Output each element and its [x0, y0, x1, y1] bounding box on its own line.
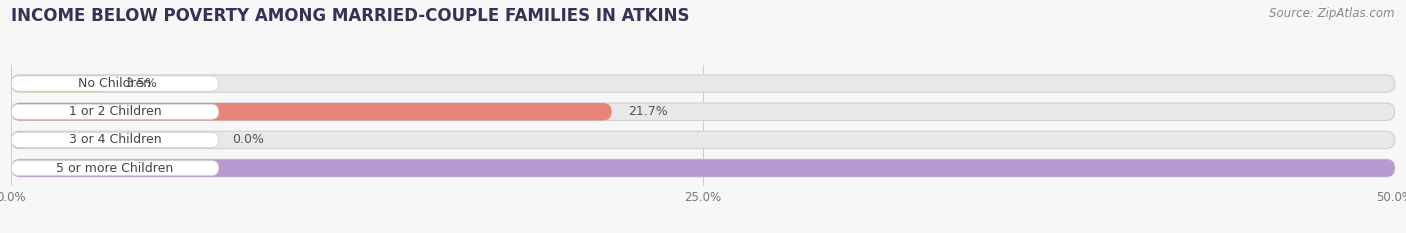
FancyBboxPatch shape: [11, 159, 1395, 177]
FancyBboxPatch shape: [11, 159, 1395, 177]
Text: 0.0%: 0.0%: [232, 134, 264, 146]
FancyBboxPatch shape: [11, 161, 219, 176]
FancyBboxPatch shape: [11, 103, 1395, 120]
Text: INCOME BELOW POVERTY AMONG MARRIED-COUPLE FAMILIES IN ATKINS: INCOME BELOW POVERTY AMONG MARRIED-COUPL…: [11, 7, 690, 25]
Text: 1 or 2 Children: 1 or 2 Children: [69, 105, 162, 118]
FancyBboxPatch shape: [11, 131, 1395, 149]
FancyBboxPatch shape: [11, 75, 1395, 92]
FancyBboxPatch shape: [11, 75, 108, 92]
FancyBboxPatch shape: [11, 76, 219, 91]
Text: Source: ZipAtlas.com: Source: ZipAtlas.com: [1270, 7, 1395, 20]
Text: No Children: No Children: [79, 77, 152, 90]
Text: 21.7%: 21.7%: [628, 105, 668, 118]
Text: 5 or more Children: 5 or more Children: [56, 161, 173, 175]
FancyBboxPatch shape: [11, 132, 219, 147]
FancyBboxPatch shape: [11, 104, 219, 119]
FancyBboxPatch shape: [11, 131, 28, 149]
Text: 3.5%: 3.5%: [125, 77, 156, 90]
Text: 3 or 4 Children: 3 or 4 Children: [69, 134, 162, 146]
FancyBboxPatch shape: [11, 103, 612, 120]
